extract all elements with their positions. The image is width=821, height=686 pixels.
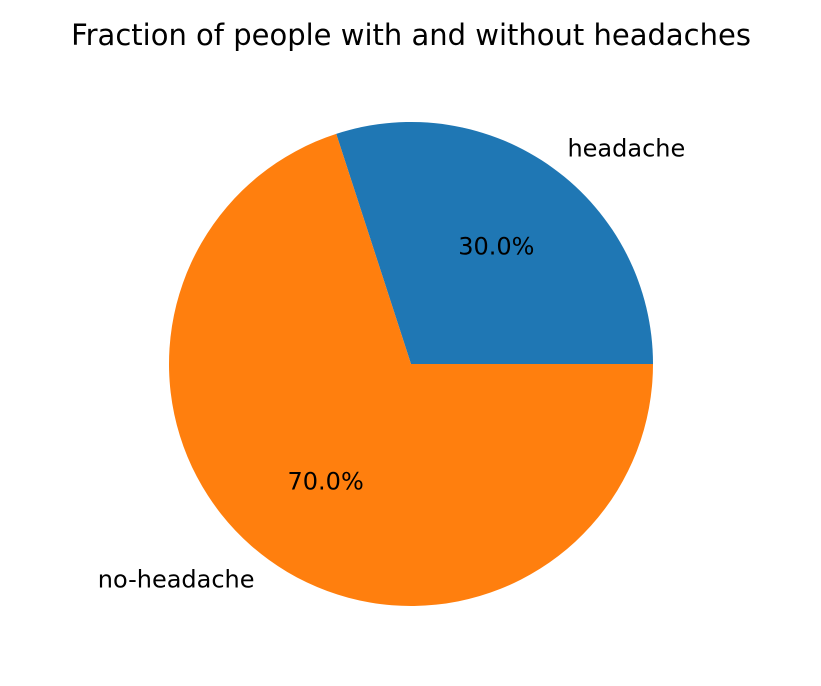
- pie-labels: 30.0% headache 70.0% no-headache: [98, 135, 686, 594]
- pie-slice-no-headache: [168, 133, 653, 606]
- chart-title: Fraction of people with and without head…: [71, 18, 751, 52]
- pie-pct-label-no-headache: 70.0%: [288, 467, 364, 495]
- pie-slices: [168, 122, 653, 606]
- pie-slice-label-no-headache: no-headache: [98, 565, 255, 593]
- pie-slice-label-headache: headache: [567, 135, 685, 163]
- pie-pct-label-headache: 30.0%: [458, 233, 534, 261]
- pie-slice-headache: [336, 122, 653, 364]
